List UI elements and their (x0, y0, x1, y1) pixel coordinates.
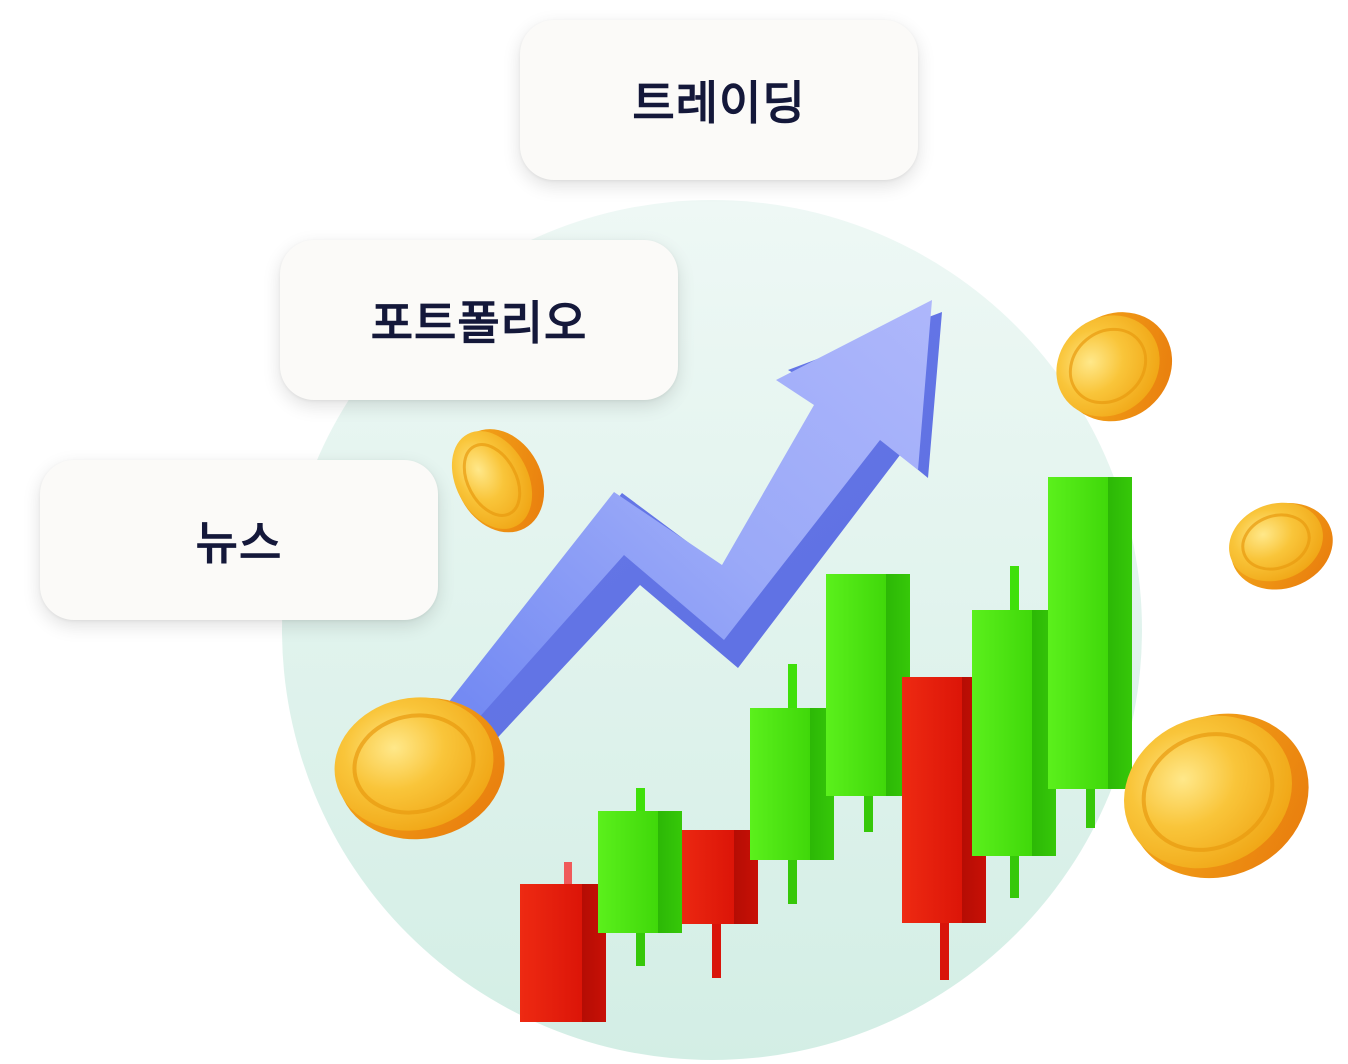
candle-up (1048, 477, 1132, 828)
candle-up (598, 788, 682, 966)
trading-button[interactable]: 트레이딩 (520, 20, 918, 180)
coin-icon (1056, 312, 1173, 422)
gold-coins (334, 312, 1333, 879)
rising-arrow (444, 300, 942, 748)
candlestick-chart (520, 477, 1132, 1022)
candle-up (826, 574, 910, 832)
trading-label: 트레이딩 (632, 76, 806, 130)
coin-icon (451, 429, 545, 533)
candle-up (750, 664, 834, 904)
coin-icon (1124, 713, 1309, 879)
candle-up (972, 566, 1056, 898)
coin-icon (1229, 502, 1333, 590)
portfolio-button[interactable]: 포트폴리오 (280, 240, 678, 400)
coin-icon (334, 697, 505, 840)
candle-down (674, 830, 758, 978)
portfolio-label: 포트폴리오 (370, 296, 588, 350)
candle-down (520, 862, 606, 1022)
news-label: 뉴스 (195, 516, 283, 570)
news-button[interactable]: 뉴스 (40, 460, 438, 620)
